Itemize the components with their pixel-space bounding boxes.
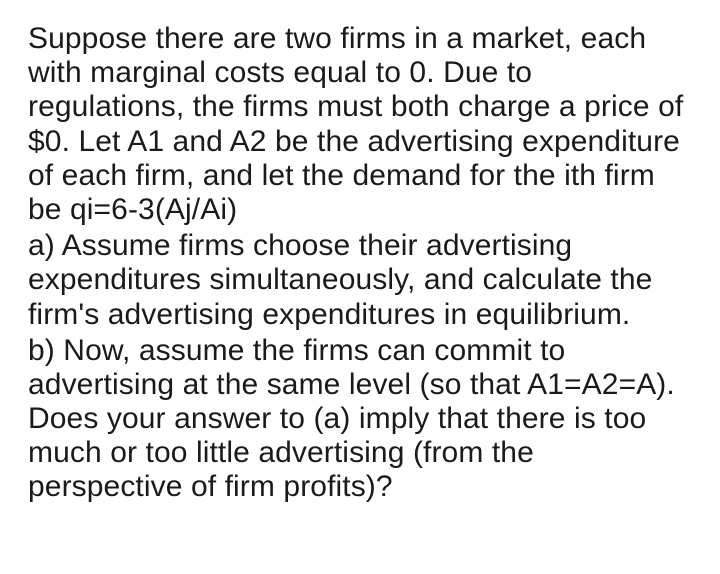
- paragraph-part-b: b) Now, assume the firms can commit to a…: [28, 334, 692, 505]
- problem-text-container: Suppose there are two firms in a market,…: [0, 0, 720, 574]
- paragraph-part-a: a) Assume firms choose their advertising…: [28, 229, 692, 332]
- paragraph-intro: Suppose there are two firms in a market,…: [28, 22, 692, 227]
